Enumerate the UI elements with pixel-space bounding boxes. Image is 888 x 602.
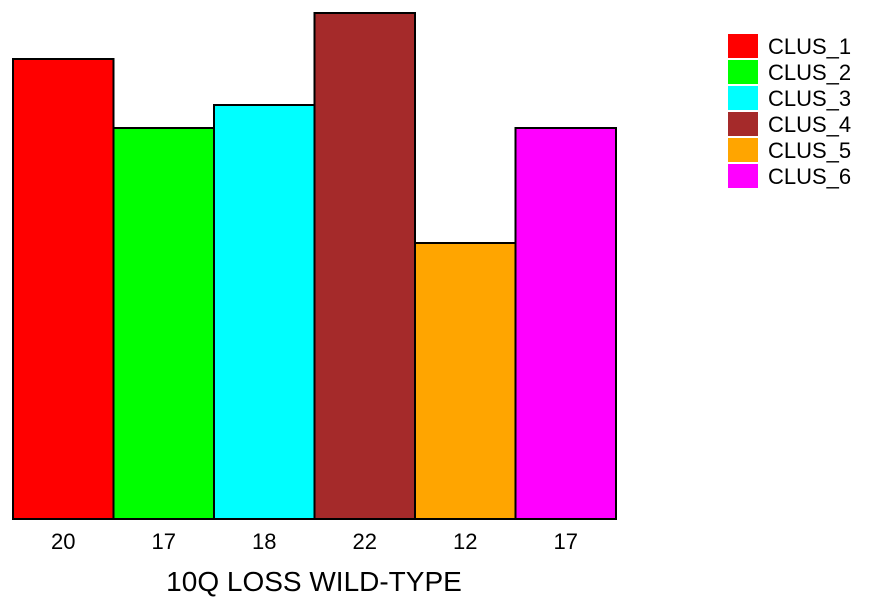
bar-count-label: 20 — [51, 529, 75, 554]
bars-group — [12, 12, 617, 520]
legend-label: CLUS_1 — [768, 34, 851, 59]
legend-label: CLUS_5 — [768, 138, 851, 163]
legend-swatch — [728, 112, 758, 136]
legend-swatch — [728, 34, 758, 58]
legend-swatch — [728, 60, 758, 84]
x-axis-label: 10Q LOSS WILD-TYPE — [166, 566, 462, 597]
legend-label: CLUS_2 — [768, 60, 851, 85]
bar-clus-1 — [12, 58, 115, 520]
bar-clus-4 — [313, 12, 416, 520]
bar-count-label: 17 — [152, 529, 176, 554]
bar-clus-2 — [112, 127, 215, 520]
legend-label: CLUS_6 — [768, 164, 851, 189]
bar-count-label: 17 — [554, 529, 578, 554]
bar-count-label: 18 — [252, 529, 276, 554]
bar-count-label: 12 — [453, 529, 477, 554]
legend-swatch — [728, 138, 758, 162]
bar-clus-3 — [213, 104, 316, 520]
legend-swatch — [728, 164, 758, 188]
legend-label: CLUS_4 — [768, 112, 851, 137]
bar-clus-6 — [514, 127, 617, 520]
legend-swatch — [728, 86, 758, 110]
bar-clus-5 — [414, 242, 517, 520]
legend-label: CLUS_3 — [768, 86, 851, 111]
bar-count-label: 22 — [353, 529, 377, 554]
tick-labels-group: 20 17 18 22 12 17 — [51, 529, 578, 554]
